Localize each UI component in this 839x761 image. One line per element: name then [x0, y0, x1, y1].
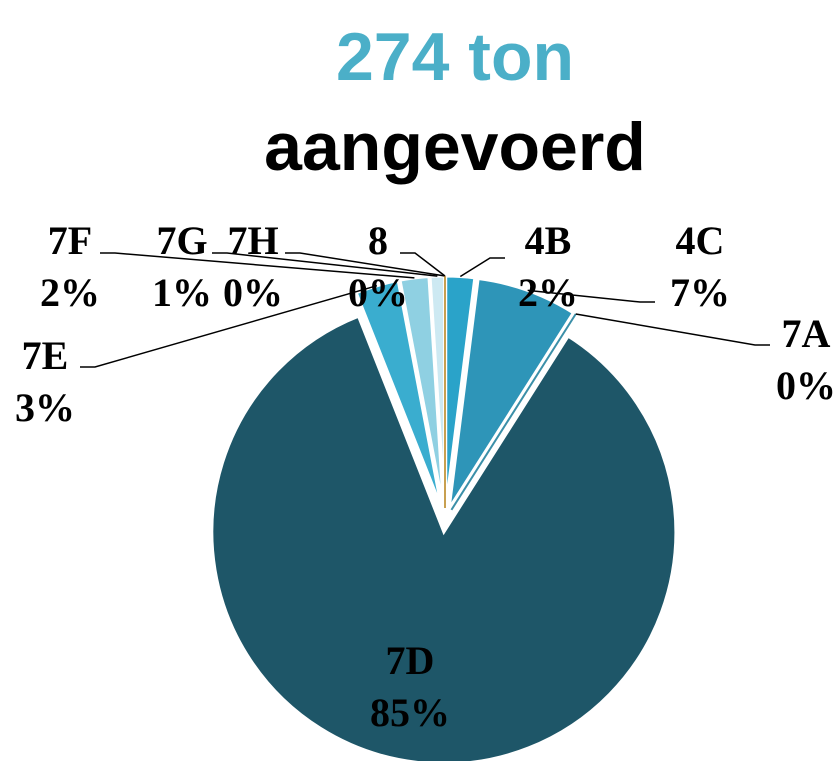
- slice-value-label: 0%: [223, 270, 283, 315]
- leader-line: [80, 284, 378, 368]
- slice-label: 7F: [48, 218, 92, 263]
- leader-line: [575, 313, 770, 346]
- pie-slice: [447, 276, 576, 510]
- chart-title: 274 ton: [336, 19, 574, 95]
- slice-label: 7H: [227, 218, 278, 263]
- slice-value-label: 0%: [776, 363, 836, 408]
- slice-label: 4B: [525, 218, 572, 263]
- leader-line: [459, 257, 505, 278]
- leader-line: [212, 252, 438, 277]
- slice-label: 7E: [22, 333, 69, 378]
- slice-value-label: 3%: [15, 385, 75, 430]
- leader-line: [400, 252, 446, 277]
- slice-value-label: 7%: [670, 270, 730, 315]
- leader-line: [285, 252, 446, 277]
- pie-slice: [210, 314, 678, 761]
- slice-label: 7A: [782, 311, 831, 356]
- chart-subtitle: aangevoerd: [264, 109, 646, 185]
- slice-value-label: 2%: [40, 270, 100, 315]
- slice-label: 4C: [676, 218, 725, 263]
- slice-value-label: 1%: [152, 270, 212, 315]
- pie-slice: [354, 278, 444, 510]
- slice-label: 7G: [156, 218, 207, 263]
- slice-value-label: 85%: [370, 690, 450, 735]
- slice-label: 8: [368, 218, 388, 263]
- pie-slice: [450, 313, 577, 511]
- leader-line: [527, 289, 655, 303]
- slice-label: 7D: [386, 638, 435, 683]
- slice-value-label: 2%: [518, 270, 578, 315]
- leader-line: [100, 252, 415, 279]
- slice-value-label: 0%: [348, 270, 408, 315]
